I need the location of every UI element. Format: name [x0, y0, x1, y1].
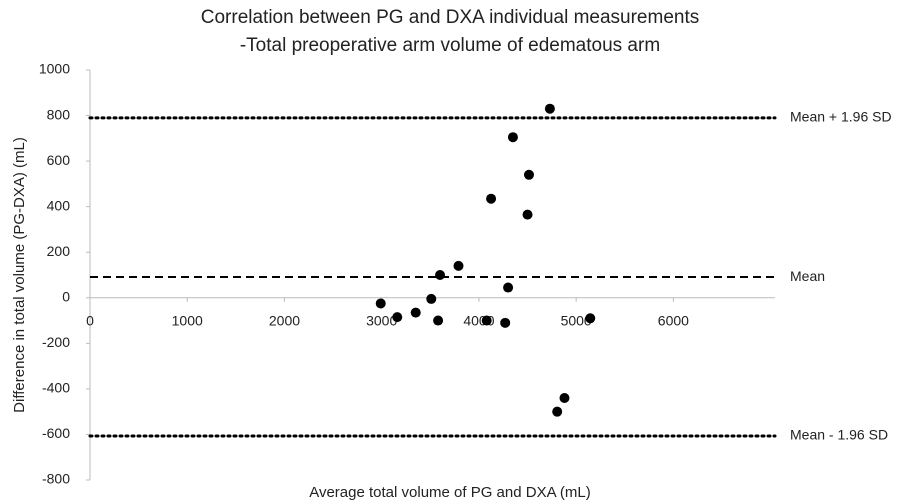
point — [435, 270, 446, 280]
y-tick-label: 600 — [47, 152, 71, 168]
y-tick-label: 800 — [47, 106, 71, 122]
chart-title: Correlation between PG and DXA individua… — [201, 7, 700, 28]
point — [522, 209, 533, 220]
x-tick-label: 3000 — [366, 312, 397, 328]
x-axis-title: Average total volume of PG and DXA (mL) — [309, 484, 591, 501]
y-tick-label: 200 — [47, 243, 71, 259]
point — [559, 393, 570, 403]
point — [552, 406, 563, 417]
y-tick-label: 0 — [62, 288, 70, 304]
y-tick-label: -800 — [42, 471, 70, 487]
reference-label: Mean — [790, 268, 825, 284]
point — [433, 315, 444, 326]
point — [585, 313, 596, 324]
point — [375, 298, 386, 309]
point — [392, 312, 403, 323]
point — [486, 193, 497, 204]
reference-label: Mean + 1.96 SD — [790, 109, 892, 125]
x-tick-label: 6000 — [658, 312, 689, 328]
y-tick-label: -400 — [42, 380, 70, 396]
y-axis-title: Difference in total volume (PG-DXA) (mL) — [11, 137, 28, 413]
y-tick-label: -200 — [42, 334, 70, 350]
point — [523, 169, 534, 180]
point — [544, 103, 555, 114]
y-tick-label: -600 — [42, 425, 70, 441]
point — [503, 282, 514, 293]
point — [481, 315, 492, 326]
y-tick-label: 1000 — [39, 61, 70, 77]
chart-subtitle: -Total preoperative arm volume of edemat… — [240, 35, 660, 56]
y-tick-label: 400 — [47, 197, 71, 213]
x-tick-label: 2000 — [269, 312, 300, 328]
point — [453, 260, 464, 271]
x-tick-label: 0 — [86, 312, 94, 328]
x-tick-label: 5000 — [561, 312, 592, 328]
point — [500, 317, 511, 328]
reference-label: Mean - 1.96 SD — [790, 427, 888, 443]
point — [426, 293, 437, 304]
point — [410, 307, 421, 318]
point — [507, 132, 518, 143]
x-tick-label: 1000 — [172, 312, 203, 328]
